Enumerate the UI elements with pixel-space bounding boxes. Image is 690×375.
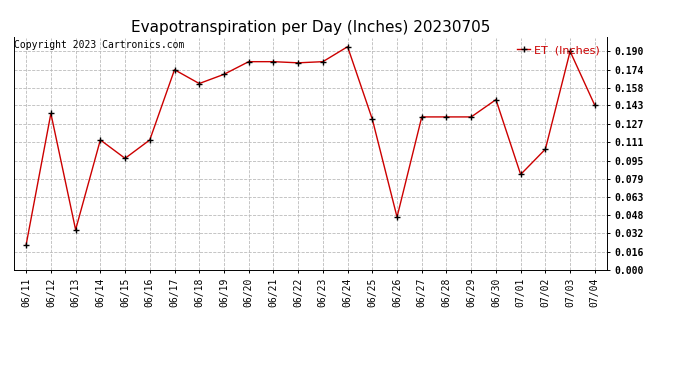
- ET  (Inches): [442, 115, 451, 119]
- ET  (Inches): [517, 172, 525, 177]
- ET  (Inches): [22, 242, 30, 247]
- ET  (Inches): [47, 111, 55, 116]
- ET  (Inches): [566, 49, 574, 54]
- Legend: ET  (Inches): ET (Inches): [515, 43, 602, 57]
- Line: ET  (Inches): ET (Inches): [23, 44, 598, 248]
- ET  (Inches): [467, 115, 475, 119]
- ET  (Inches): [195, 81, 204, 86]
- Text: Copyright 2023 Cartronics.com: Copyright 2023 Cartronics.com: [14, 40, 185, 50]
- ET  (Inches): [244, 59, 253, 64]
- ET  (Inches): [121, 156, 129, 160]
- ET  (Inches): [591, 103, 599, 108]
- ET  (Inches): [417, 115, 426, 119]
- ET  (Inches): [146, 138, 154, 142]
- ET  (Inches): [492, 98, 500, 102]
- ET  (Inches): [170, 68, 179, 72]
- ET  (Inches): [294, 61, 302, 65]
- ET  (Inches): [344, 45, 352, 49]
- ET  (Inches): [393, 215, 401, 219]
- ET  (Inches): [220, 72, 228, 76]
- ET  (Inches): [269, 59, 277, 64]
- ET  (Inches): [319, 59, 327, 64]
- Title: Evapotranspiration per Day (Inches) 20230705: Evapotranspiration per Day (Inches) 2023…: [131, 20, 490, 35]
- ET  (Inches): [96, 138, 104, 142]
- ET  (Inches): [368, 117, 377, 122]
- ET  (Inches): [72, 228, 80, 232]
- ET  (Inches): [541, 147, 549, 152]
